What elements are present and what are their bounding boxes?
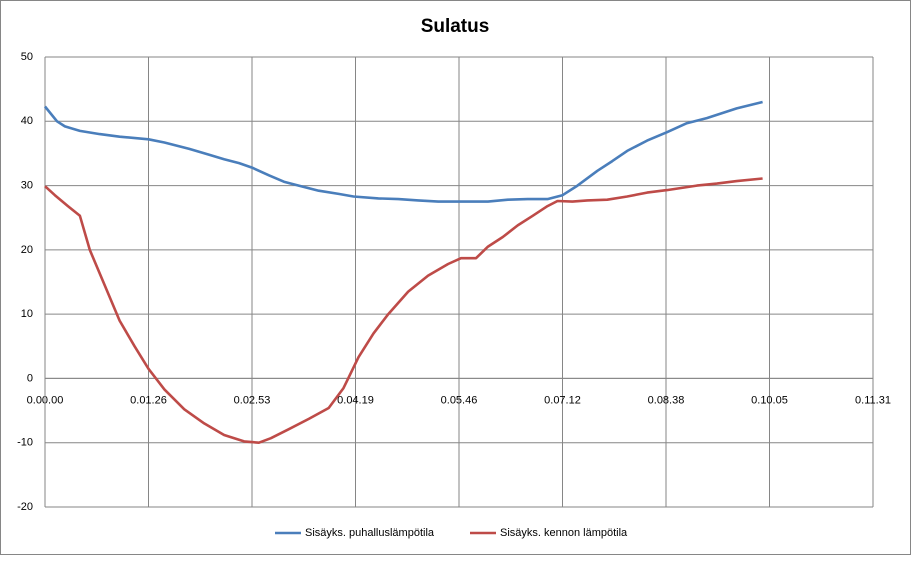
x-tick-label: 0.04.19 (337, 394, 374, 406)
y-tick-label: -10 (17, 437, 33, 449)
x-tick-label: 0.01.26 (130, 394, 167, 406)
y-tick-label: 50 (21, 51, 33, 63)
y-tick-label: 0 (27, 372, 33, 384)
y-tick-label: 10 (21, 308, 33, 320)
x-tick-label: 0.07.12 (544, 394, 581, 406)
y-tick-label: -20 (17, 501, 33, 513)
x-tick-label: 0.11.31 (855, 394, 891, 406)
legend-label: Sisäyks. kennon lämpötila (500, 527, 628, 539)
series-line (44, 177, 763, 444)
legend-label: Sisäyks. puhalluslämpötila (305, 527, 435, 539)
x-tick-label: 0.08.38 (648, 394, 685, 406)
y-tick-label: 40 (21, 115, 33, 127)
y-tick-label: 30 (21, 179, 33, 191)
x-tick-label: 0.10.05 (751, 394, 788, 406)
chart-title: Sulatus (421, 16, 490, 37)
x-tick-label: 0.02.53 (234, 394, 271, 406)
series-line (43, 100, 763, 203)
x-tick-label: 0.05.46 (441, 394, 478, 406)
y-tick-label: 20 (21, 244, 33, 256)
